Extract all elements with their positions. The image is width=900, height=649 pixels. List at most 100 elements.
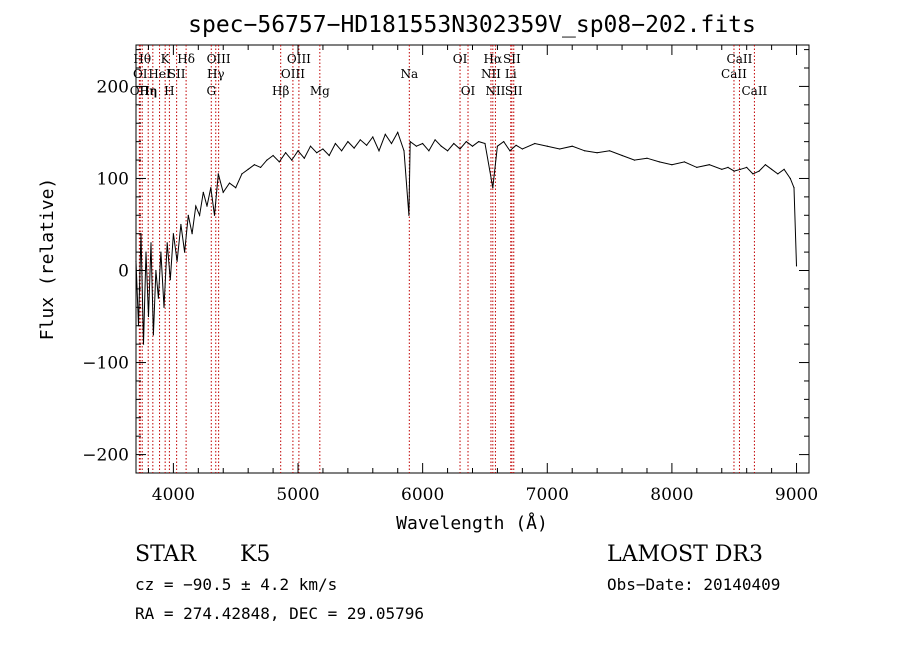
- line-marker-label-26: CaII: [721, 67, 747, 81]
- line-marker-label-18: OI: [453, 52, 468, 66]
- data-point: [733, 170, 735, 172]
- object-subclass: K5: [240, 542, 270, 567]
- data-point: [403, 150, 405, 152]
- data-point: [521, 148, 524, 150]
- survey-name: LAMOST DR3: [607, 542, 763, 567]
- data-point: [471, 145, 474, 147]
- data-point: [397, 131, 399, 133]
- data-point: [328, 154, 330, 157]
- data-point: [191, 233, 193, 235]
- data-point: [584, 150, 586, 152]
- data-point: [390, 142, 393, 145]
- data-point: [169, 279, 171, 281]
- x-tick-label: 6000: [401, 485, 444, 505]
- data-point: [213, 214, 216, 216]
- data-point: [384, 133, 386, 135]
- data-point: [793, 187, 795, 189]
- data-point: [297, 150, 299, 152]
- object-class: STAR: [135, 542, 197, 567]
- data-point: [708, 164, 710, 166]
- line-marker-label-7: H: [164, 84, 174, 98]
- data-point: [247, 168, 249, 170]
- data-point: [150, 242, 152, 244]
- data-point: [484, 142, 486, 145]
- data-point: [142, 343, 145, 345]
- data-point: [428, 150, 430, 152]
- data-point: [184, 251, 186, 253]
- data-point: [222, 191, 224, 193]
- data-point: [303, 157, 305, 159]
- data-point: [415, 145, 417, 147]
- data-point: [739, 168, 742, 170]
- data-point: [172, 233, 174, 235]
- data-point: [609, 150, 611, 152]
- line-marker-label-3: Hη: [139, 84, 157, 98]
- line-marker-label-14: OIII: [281, 67, 305, 81]
- data-point: [658, 161, 661, 163]
- data-point: [746, 166, 748, 168]
- data-point: [496, 145, 498, 147]
- line-marker-label-12: OIII: [207, 52, 231, 66]
- data-point: [408, 214, 410, 216]
- data-point: [633, 159, 636, 161]
- line-marker-label-9: Hδ: [177, 52, 195, 66]
- data-point: [752, 173, 754, 175]
- data-point: [509, 150, 511, 152]
- chart-title: spec−56757−HD181553N302359V_sp08−202.fit…: [188, 12, 756, 38]
- plot-frame: [135, 44, 810, 474]
- line-marker-label-4: η: [149, 84, 156, 98]
- y-tick-label: 0: [118, 262, 129, 282]
- line-marker-label-25: SII: [505, 84, 523, 98]
- data-point: [206, 205, 208, 207]
- data-point: [291, 159, 293, 161]
- line-marker-label-13: Hβ: [272, 84, 289, 98]
- spectral-line-markers: [138, 45, 755, 473]
- data-point: [459, 148, 461, 150]
- data-point: [241, 173, 243, 175]
- line-marker-label-16: Mg: [310, 84, 330, 98]
- data-point: [596, 152, 598, 154]
- data-point: [771, 168, 773, 170]
- data-point: [163, 306, 165, 308]
- data-point: [571, 145, 573, 147]
- data-point: [272, 154, 274, 157]
- data-point: [266, 159, 268, 161]
- line-marker-label-10: G: [206, 84, 216, 98]
- spectral-line-labels: OIIOIHθHηηHeIKHSIIHδGHγOIIIHβOIIIOIIIMgN…: [130, 52, 768, 98]
- x-tick-label: 5000: [276, 485, 319, 505]
- x-tick-label: 4000: [152, 485, 195, 505]
- data-point: [260, 166, 262, 168]
- line-marker-label-8: SII: [168, 67, 186, 81]
- line-marker-label-20: NII: [481, 67, 501, 81]
- y-tick-label: 100: [97, 169, 129, 189]
- data-point: [789, 177, 791, 180]
- data-point: [465, 141, 467, 143]
- x-tick-label: 7000: [526, 485, 569, 505]
- data-point: [534, 142, 536, 145]
- line-marker-label-22: NII: [485, 84, 505, 98]
- data-point: [253, 164, 255, 166]
- data-point: [176, 260, 178, 262]
- data-point: [492, 187, 494, 189]
- line-marker-label-23: Li: [505, 67, 517, 81]
- y-tick-label: 200: [97, 77, 129, 97]
- line-marker-label-0: OII: [130, 84, 150, 98]
- data-point: [316, 152, 318, 154]
- line-marker-label-17: Na: [400, 67, 418, 81]
- data-point: [783, 168, 785, 170]
- data-point: [353, 147, 355, 149]
- data-point: [671, 164, 673, 166]
- data-point: [721, 168, 723, 170]
- data-point: [440, 145, 442, 147]
- data-point: [157, 297, 159, 299]
- data-point: [795, 265, 798, 267]
- data-point: [515, 144, 517, 146]
- data-point: [278, 161, 280, 163]
- data-point: [341, 150, 343, 152]
- line-marker-label-15: OIII: [287, 52, 311, 66]
- x-axis-label: Wavelength (Å): [396, 512, 548, 534]
- data-point: [210, 187, 212, 189]
- data-point: [235, 187, 237, 189]
- data-point: [334, 142, 336, 145]
